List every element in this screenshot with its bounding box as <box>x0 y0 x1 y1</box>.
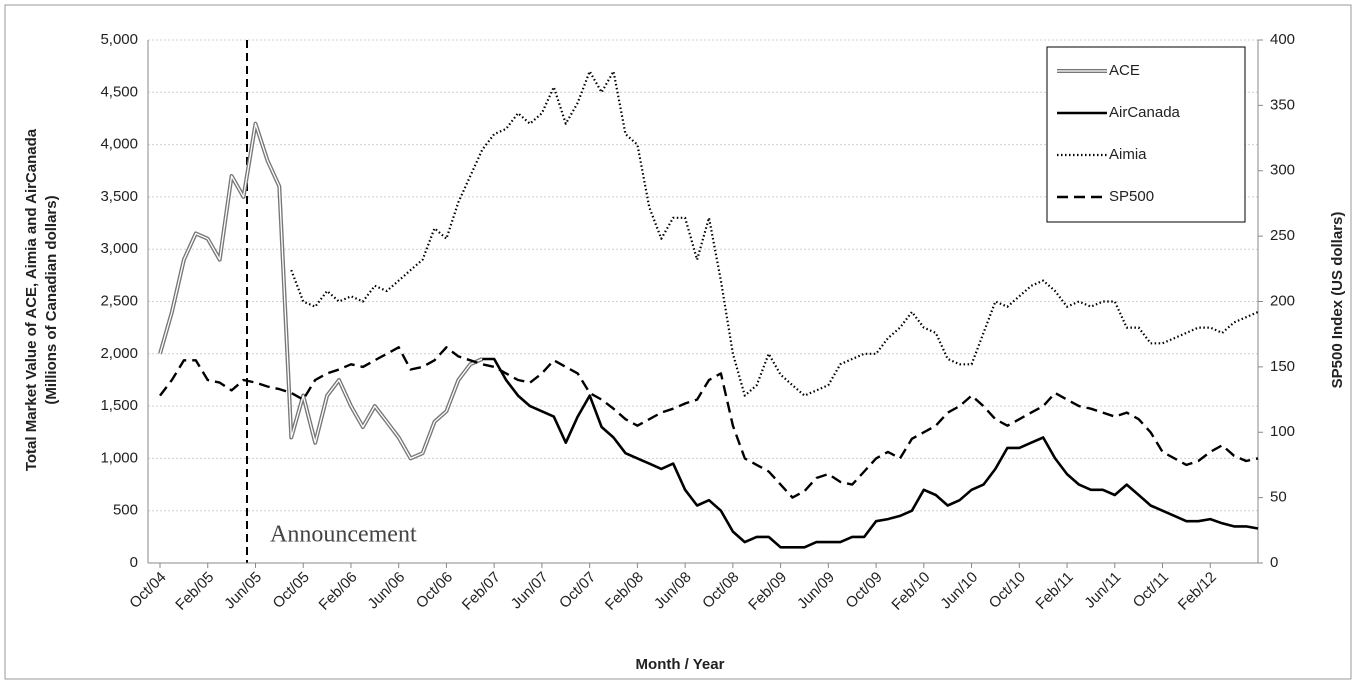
x-tick-label: Jun/08 <box>651 569 695 613</box>
y2-tick-label: 200 <box>1270 292 1295 309</box>
x-tick-label: Feb/05 <box>172 569 217 614</box>
y-tick-label: 5,000 <box>100 31 138 48</box>
y-tick-label: 2,500 <box>100 292 138 309</box>
y2-tick-label: 100 <box>1270 423 1295 440</box>
x-tick-label: Oct/05 <box>270 569 313 612</box>
x-tick-label: Feb/08 <box>602 569 647 614</box>
y-axis-label: Total Market Value of ACE, Aimia and Air… <box>23 128 40 471</box>
frame <box>4 4 1352 680</box>
y2-tick-label: 300 <box>1270 162 1295 179</box>
x-tick-label: Oct/10 <box>986 569 1029 612</box>
x-tick-label: Jun/10 <box>937 569 981 613</box>
x-tick-label: Jun/09 <box>794 569 838 613</box>
legend-label: Aimia <box>1109 146 1147 163</box>
line <box>482 357 1259 549</box>
y-tick-label: 1,500 <box>100 397 138 414</box>
x-tick-label: Jun/06 <box>364 569 408 613</box>
legend-label: ACE <box>1109 62 1140 79</box>
line <box>158 121 484 461</box>
y2-tick-label: 350 <box>1270 96 1295 113</box>
x-tick-label: Jun/11 <box>1081 569 1124 612</box>
line <box>290 70 1259 397</box>
x-tick-label: Feb/10 <box>888 569 933 614</box>
annotation: Announcement <box>270 522 417 548</box>
y-tick-label: 1,000 <box>100 449 138 466</box>
x-tick-label: Feb/06 <box>316 569 361 614</box>
x-tick-label: Feb/07 <box>459 569 504 614</box>
line <box>159 346 1259 499</box>
y-tick-label: 0 <box>130 554 138 571</box>
x-tick-label: Feb/12 <box>1175 569 1220 614</box>
y2-tick-label: 400 <box>1270 31 1295 48</box>
y-tick-label: 4,500 <box>100 83 138 100</box>
y-tick-label: 3,500 <box>100 188 138 205</box>
line-inner <box>159 123 483 460</box>
y2-tick-label: 0 <box>1270 554 1278 571</box>
x-tick-label: Oct/08 <box>699 569 742 612</box>
y-tick-label: 2,000 <box>100 345 138 362</box>
x-tick-label: Oct/06 <box>413 569 456 612</box>
x-tick-label: Jun/05 <box>221 569 265 613</box>
x-axis-label: Month / Year <box>636 656 725 673</box>
y2-tick-label: 50 <box>1270 489 1287 506</box>
x-tick-label: Feb/11 <box>1032 569 1076 613</box>
y-tick-label: 3,000 <box>100 240 138 257</box>
x-tick-label: Feb/09 <box>745 569 790 614</box>
y-tick-label: 4,000 <box>100 136 138 153</box>
legend-box <box>1046 46 1246 223</box>
x-tick-label: Oct/04 <box>126 569 169 612</box>
legend-label: SP500 <box>1109 188 1154 205</box>
y2-tick-label: 150 <box>1270 358 1295 375</box>
y2-axis-label: SP500 Index (US dollars) <box>1329 212 1346 389</box>
x-tick-label: Oct/07 <box>556 569 599 612</box>
x-tick-label: Oct/11 <box>1130 569 1172 611</box>
y-tick-label: 500 <box>113 502 138 519</box>
legend-label: AirCanada <box>1109 104 1181 121</box>
x-tick-label: Oct/09 <box>842 569 885 612</box>
x-tick-label: Jun/07 <box>508 569 552 613</box>
y2-tick-label: 250 <box>1270 227 1295 244</box>
y-axis-label: (Millions of Canadian dollars) <box>43 195 60 404</box>
